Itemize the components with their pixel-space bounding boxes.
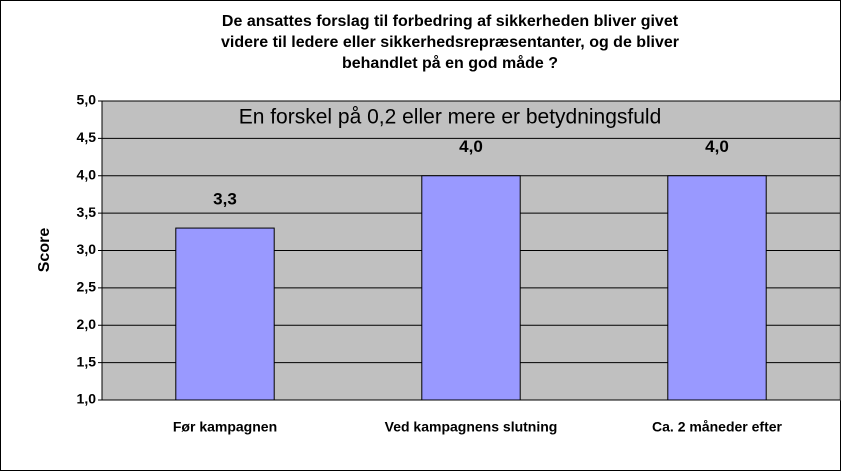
chart-title: videre til ledere eller sikkerhedsrepræs… (221, 34, 679, 51)
x-tick-label: Ca. 2 måneder efter (652, 419, 782, 435)
chart-title: behandlet på en god måde ? (342, 54, 558, 72)
value-label: 4,0 (459, 137, 483, 156)
y-tick-label: 5,0 (77, 92, 97, 108)
y-tick-label: 1,5 (77, 353, 97, 369)
bar (421, 175, 521, 401)
y-tick-label: 2,0 (77, 316, 97, 332)
y-tick-label: 3,5 (77, 204, 97, 220)
value-label: 3,3 (213, 190, 237, 209)
y-axis-label: Score (36, 228, 53, 273)
x-tick-label: Ved kampagnens slutning (385, 419, 558, 435)
y-tick-label: 1,0 (77, 391, 97, 407)
y-tick-label: 4,0 (77, 166, 97, 182)
y-tick-label: 3,0 (77, 241, 97, 257)
bar (667, 175, 767, 401)
y-tick-label: 4,5 (77, 129, 97, 145)
x-tick-label: Før kampagnen (173, 419, 277, 435)
annotation: En forskel på 0,2 eller mere er betydnin… (239, 106, 662, 129)
bar (175, 227, 275, 401)
chart-title: De ansattes forslag til forbedring af si… (222, 13, 679, 30)
y-tick-label: 2,5 (77, 279, 97, 295)
value-label: 4,0 (705, 137, 729, 156)
